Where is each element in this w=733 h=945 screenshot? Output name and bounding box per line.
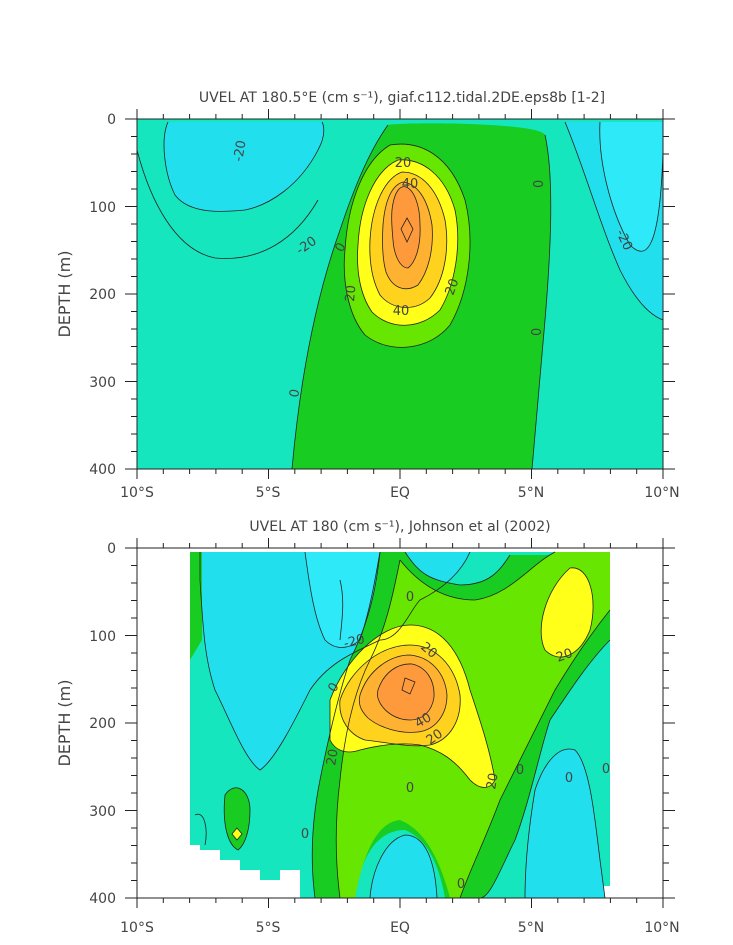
bottom-contour-label: 20 [484, 772, 502, 791]
top-band-minus20-minus10-west [137, 122, 324, 212]
bottom-contour-fill [190, 551, 611, 898]
top-contour-label: 20 [443, 277, 463, 298]
top-y-tick-label: 300 [89, 375, 116, 391]
bottom-contour-label: -20 [342, 632, 366, 652]
top-panel: UVEL AT 180.5°E (cm s⁻¹), giaf.c112.tida… [55, 90, 680, 501]
bottom-y-axis-label: DEPTH (m) [55, 679, 74, 766]
bottom-contour-labels: -20 0 0 0 0 0 0 0 0 20 20 20 20 20 20 20… [301, 590, 610, 892]
bottom-ticks [125, 538, 675, 908]
bottom-contour-lines [194, 551, 611, 898]
top-contour-label: 0 [287, 388, 303, 399]
top-contour-label: -20 [231, 139, 249, 163]
bottom-y-tick-label: 100 [89, 629, 116, 645]
bottom-contour-label: 0 [406, 590, 414, 605]
bottom-contour-label: 0 [516, 763, 524, 778]
bottom-y-tick-label: 200 [89, 716, 116, 732]
top-y-tick-labels: 0 100 200 300 400 [89, 112, 116, 478]
top-band-minus30-minus20-east [599, 122, 663, 252]
bottom-x-tick-label: 10°S [120, 920, 154, 936]
bottom-y-tick-labels: 0 100 200 300 400 [89, 541, 116, 907]
bottom-band-20-30-east [541, 567, 594, 658]
bottom-contour-label: 0 [301, 827, 309, 842]
bottom-contour-label: 20 [554, 646, 575, 666]
top-contour-label: 20 [343, 285, 359, 303]
bottom-x-tick-label: 10°N [644, 920, 679, 936]
bottom-y-tick-label: 400 [89, 891, 116, 907]
bottom-contour-label: 0 [602, 762, 610, 777]
bottom-contour-label: 40 [413, 710, 435, 731]
top-x-tick-label: 10°N [644, 485, 679, 501]
bottom-contour-label: 0 [457, 877, 465, 892]
top-contour-labels: -20 -20 -20 0 0 0 0 20 20 20 40 40 [231, 139, 635, 399]
bottom-band-0-10-southwest [224, 787, 250, 850]
top-x-tick-label: 5°N [518, 485, 544, 501]
bottom-title: UVEL AT 180 (cm s⁻¹), Johnson et al (200… [249, 519, 550, 535]
bottom-x-tick-label: EQ [390, 920, 410, 936]
bottom-x-tick-labels: 10°S 5°S EQ 5°N 10°N [120, 920, 680, 936]
bottom-x-tick-label: 5°S [256, 920, 281, 936]
bottom-panel: UVEL AT 180 (cm s⁻¹), Johnson et al (200… [55, 519, 680, 936]
top-y-tick-label: 200 [89, 287, 116, 303]
bottom-band-0-10-green [190, 552, 202, 660]
top-band-50-60 [391, 186, 421, 268]
bottom-contour-label: 20 [324, 748, 342, 767]
top-contour-label: 20 [395, 156, 412, 171]
bottom-contour-label: 0 [406, 781, 414, 796]
top-contour-label: 0 [532, 180, 547, 188]
top-y-tick-label: 0 [107, 112, 116, 128]
top-x-tick-labels: 10°S 5°S EQ 5°N 10°N [120, 485, 680, 501]
top-x-tick-label: 5°S [256, 485, 281, 501]
top-x-tick-label: EQ [390, 485, 410, 501]
bottom-y-tick-label: 0 [107, 541, 116, 557]
top-contour-label: 0 [530, 328, 545, 336]
top-y-axis-label: DEPTH (m) [55, 250, 74, 337]
bottom-contour-label: 0 [565, 771, 573, 786]
top-ticks [125, 109, 675, 479]
bottom-deep-minus10 [370, 835, 437, 898]
top-title: UVEL AT 180.5°E (cm s⁻¹), giaf.c112.tida… [199, 90, 605, 106]
top-contour-fill [137, 119, 663, 469]
top-x-tick-label: 10°S [120, 485, 154, 501]
top-contour-lines [137, 121, 663, 469]
top-y-tick-label: 100 [89, 200, 116, 216]
top-contour-label: 40 [402, 177, 419, 192]
bottom-core [401, 677, 416, 695]
bottom-y-tick-label: 300 [89, 804, 116, 820]
bottom-deep-east-minus10 [525, 749, 605, 898]
top-core [400, 217, 414, 243]
top-contour-label: 40 [393, 304, 410, 319]
bottom-core-southwest [231, 827, 243, 841]
bottom-x-tick-label: 5°N [518, 920, 544, 936]
top-y-tick-label: 400 [89, 462, 116, 478]
